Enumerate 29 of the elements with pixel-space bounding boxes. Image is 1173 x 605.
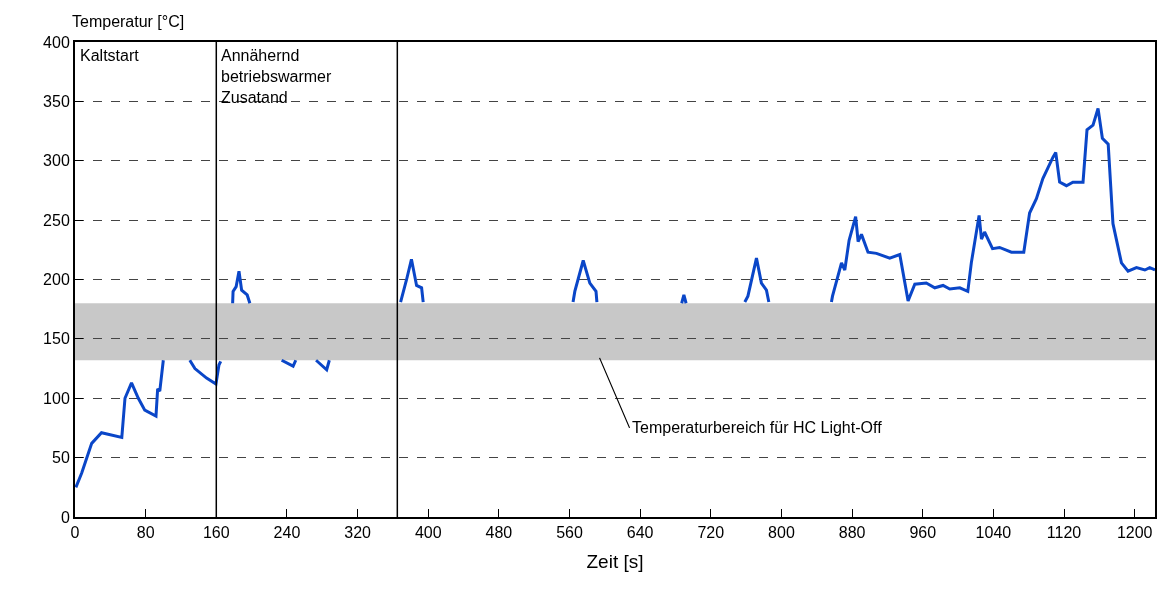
x-tick-label: 160 (202, 524, 230, 542)
x-tick-label: 400 (414, 524, 442, 542)
x-tick-label: 1120 (1046, 524, 1082, 542)
x-tick-label: 720 (697, 524, 725, 542)
x-tick-label: 1040 (975, 524, 1012, 542)
y-tick-label: 300 (43, 152, 70, 170)
annotation: Annähernd betriebswarmer Zusatand (221, 47, 332, 106)
annotation: Kaltstart (80, 47, 140, 64)
x-tick-label: 800 (768, 524, 795, 542)
y-tick-label: 200 (43, 271, 70, 289)
x-tick-label: 80 (136, 524, 155, 542)
y-tick-label: 150 (43, 330, 70, 348)
x-tick-label: 880 (838, 524, 866, 542)
y-tick-label: 100 (43, 389, 70, 407)
annotation: Temperaturbereich für HC Light-Off (632, 419, 883, 436)
x-tick-label: 1200 (1116, 524, 1153, 542)
x-tick-label: 640 (626, 524, 654, 542)
y-tick-label: 400 (43, 33, 70, 51)
y-tick-label: 350 (43, 92, 70, 110)
x-tick-label: 240 (273, 524, 301, 542)
x-tick-label: 960 (909, 524, 937, 542)
y-tick-label: 50 (52, 449, 70, 467)
x-tick-label: 560 (556, 524, 583, 542)
y-tick-label: 250 (43, 211, 70, 229)
x-tick-label: 480 (485, 524, 513, 542)
y-tick-label: 0 (60, 508, 70, 526)
x-axis-title: Zeit [s] (586, 550, 644, 572)
y-axis-title: Temperatur [°C] (72, 13, 185, 30)
x-tick-label: 320 (344, 524, 372, 542)
